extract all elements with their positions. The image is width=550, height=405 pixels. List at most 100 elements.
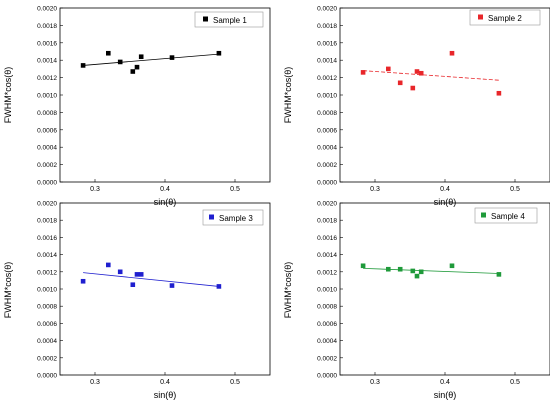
legend-box (194, 11, 264, 28)
y-tick-label: 0.0014 (37, 252, 57, 259)
y-tick-label: 0.0018 (37, 23, 57, 30)
x-ticks: 0.3 0.4 0.5 (370, 372, 520, 386)
data-points (360, 263, 502, 279)
x-axis-label: sin(θ) (434, 390, 457, 400)
y-tick-label: 0.0012 (37, 75, 57, 82)
data-point (386, 66, 391, 72)
y-axis-label: FWHM*cos(θ) (3, 262, 13, 319)
y-tick-label: 0.0002 (37, 162, 57, 169)
legend-label: Sample 3 (219, 214, 253, 223)
fit-line-segment (363, 70, 499, 81)
plot-frame (59, 7, 271, 183)
y-tick-label: 0.0012 (37, 269, 57, 276)
data-point (216, 284, 222, 289)
x-tick-label: 0.5 (230, 186, 240, 193)
data-point (130, 69, 136, 74)
y-tick-label: 0.0004 (37, 338, 57, 345)
fit-line (83, 272, 219, 287)
x-axis-label: sin(θ) (434, 197, 457, 207)
y-tick-label: 0.0002 (37, 355, 57, 362)
y-tick-label: 0.0020 (317, 6, 337, 13)
legend: Sample 1 (194, 11, 264, 28)
legend-marker (481, 212, 486, 218)
y-axis-label: FWHM*cos(θ) (3, 67, 13, 124)
legend-box (474, 207, 538, 224)
y-tick-label: 0.0016 (317, 235, 337, 242)
y-tick-label: 0.0008 (317, 110, 337, 117)
data-points (360, 50, 502, 96)
data-point (169, 55, 175, 60)
y-tick-label: 0.0004 (37, 145, 57, 152)
y-tick-label: 0.0010 (37, 93, 57, 100)
legend: Sample 4 (474, 207, 538, 224)
y-tick-label: 0.0016 (317, 40, 337, 47)
y-tick-label: 0.0018 (37, 218, 57, 225)
data-point (418, 70, 424, 76)
chart-panel-1: 0.0000 0.0002 0.0004 0.0006 0.0008 0.0010 0.00… (3, 6, 271, 207)
x-ticks: 0.3 0.4 0.5 (370, 179, 520, 193)
data-point (117, 269, 123, 275)
x-ticks: 0.3 0.4 0.5 (90, 179, 240, 193)
y-tick-label: 0.0000 (317, 180, 337, 187)
legend-label: Sample 4 (491, 212, 525, 221)
y-tick-label: 0.0002 (317, 355, 337, 362)
y-tick-label: 0.0010 (317, 287, 337, 294)
y-axis-label: FWHM*cos(θ) (283, 262, 293, 319)
y-ticks: 0.0000 0.0002 0.0004 0.0006 0.0008 0.0010 0.00… (317, 6, 343, 187)
fit-line-segment (83, 272, 219, 287)
y-ticks: 0.0000 0.0002 0.0004 0.0006 0.0008 0.0010 0.00… (37, 6, 63, 187)
y-ticks: 0.0000 0.0002 0.0004 0.0006 0.0008 0.0010 0.00… (317, 201, 343, 380)
chart-panel-2: 0.0000 0.0002 0.0004 0.0006 0.0008 0.0010 0.00… (283, 6, 550, 207)
x-tick-label: 0.5 (510, 186, 520, 193)
x-tick-label: 0.3 (370, 379, 380, 386)
legend-label: Sample 2 (488, 14, 522, 23)
x-tick-label: 0.3 (90, 186, 100, 193)
fit-line (363, 267, 499, 274)
y-tick-label: 0.0000 (37, 180, 57, 187)
data-point (80, 63, 86, 68)
data-point (106, 50, 111, 56)
data-point (397, 80, 403, 86)
data-point (360, 263, 366, 269)
data-point (138, 54, 144, 60)
y-tick-label: 0.0008 (37, 304, 57, 311)
data-point (216, 50, 222, 56)
y-tick-label: 0.0000 (317, 373, 337, 380)
y-tick-label: 0.0014 (317, 58, 337, 65)
plot-frame (59, 202, 271, 376)
y-tick-label: 0.0020 (37, 201, 57, 208)
y-tick-label: 0.0008 (317, 304, 337, 311)
data-point (414, 69, 420, 74)
data-point (496, 272, 502, 277)
x-tick-label: 0.4 (160, 379, 170, 386)
y-tick-label: 0.0000 (37, 373, 57, 380)
data-point (134, 64, 140, 70)
data-point (449, 263, 455, 269)
data-points (80, 50, 222, 74)
x-tick-label: 0.5 (230, 379, 240, 386)
data-point (418, 269, 424, 275)
legend-label: Sample 1 (213, 16, 247, 25)
data-points (80, 262, 222, 289)
x-tick-label: 0.4 (160, 186, 170, 193)
fit-line (83, 53, 219, 66)
data-point (449, 50, 455, 56)
y-tick-label: 0.0006 (37, 127, 57, 134)
fit-line-segment (363, 267, 499, 274)
y-tick-label: 0.0020 (37, 6, 57, 13)
y-tick-label: 0.0020 (317, 201, 337, 208)
y-tick-label: 0.0006 (317, 127, 337, 134)
data-point (386, 266, 391, 272)
data-point (134, 272, 140, 277)
y-tick-label: 0.0014 (317, 252, 337, 259)
y-tick-label: 0.0018 (317, 23, 337, 30)
data-point (80, 278, 86, 284)
data-point (360, 70, 366, 75)
y-tick-label: 0.0010 (317, 93, 337, 100)
legend-marker (203, 16, 208, 22)
y-tick-label: 0.0010 (37, 287, 57, 294)
plot-frame (339, 202, 550, 376)
fit-line-segment (83, 53, 219, 66)
data-point (106, 262, 111, 268)
legend: Sample 2 (469, 9, 541, 26)
